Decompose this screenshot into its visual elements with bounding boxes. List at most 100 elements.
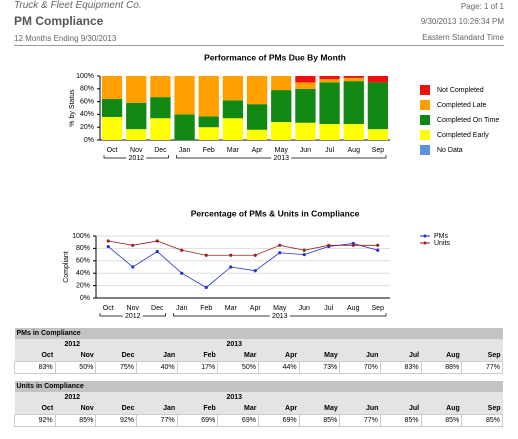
series-line bbox=[108, 240, 378, 256]
bar-segment bbox=[246, 129, 268, 140]
x-tick-label: Sep bbox=[372, 147, 385, 154]
legend-label: PMs bbox=[434, 233, 449, 240]
bar-segment bbox=[295, 88, 316, 123]
y-tick-label: 60% bbox=[76, 258, 90, 265]
point bbox=[253, 253, 257, 257]
table-cell: 85% bbox=[461, 414, 503, 427]
report-title: PM Compliance bbox=[14, 14, 104, 28]
bar-segment bbox=[246, 76, 268, 105]
legend-label: Completed Early bbox=[437, 132, 489, 139]
timezone: Eastern Standard Time bbox=[422, 33, 504, 42]
point bbox=[302, 253, 306, 257]
table-cell: 83% bbox=[14, 361, 56, 374]
table-cell: Jul bbox=[380, 350, 422, 362]
point bbox=[204, 253, 208, 257]
table-row: 2012 2013 bbox=[14, 339, 503, 350]
bar-segment bbox=[198, 116, 219, 128]
x-tick-label: Oct bbox=[103, 305, 114, 312]
table-cell: Apr bbox=[258, 350, 300, 362]
legend-label: Not Completed bbox=[437, 87, 484, 94]
table-cell: 2012 bbox=[14, 392, 137, 403]
bar-segment bbox=[367, 82, 389, 130]
year-label: 2012 bbox=[125, 313, 141, 320]
table-cell: 85% bbox=[420, 414, 463, 427]
x-tick-label: Jan bbox=[179, 147, 190, 154]
page-number: Page: 1 of 1 bbox=[460, 2, 504, 11]
x-tick-label: Feb bbox=[200, 305, 212, 312]
table-cell: 75% bbox=[95, 361, 137, 374]
bar-segment bbox=[319, 76, 340, 80]
table-cell: May bbox=[299, 403, 340, 415]
y-tick-label: 20% bbox=[80, 124, 94, 131]
bar-segment bbox=[174, 114, 195, 140]
table-cell: Jan bbox=[136, 403, 178, 415]
y-tick-label: 100% bbox=[76, 73, 94, 80]
year-label-bg bbox=[126, 155, 147, 161]
table-cell: 44% bbox=[257, 361, 300, 374]
point bbox=[106, 239, 110, 243]
table-cell: Jul bbox=[380, 403, 422, 415]
table-cell: PMs in Compliance bbox=[14, 328, 503, 339]
x-tick-label: Apr bbox=[250, 305, 262, 312]
table-row: 2012 2013 bbox=[14, 392, 503, 403]
x-tick-label: Jan bbox=[176, 305, 187, 312]
table-cell: Dec bbox=[95, 350, 137, 362]
y-tick-label: 20% bbox=[76, 282, 90, 289]
x-tick-label: Jul bbox=[324, 305, 333, 312]
year-label: 2013 bbox=[272, 313, 288, 320]
table-cell: 85% bbox=[379, 414, 422, 427]
legend-marker bbox=[423, 234, 427, 238]
timestamp: 9/30/2013 10:26:34 PM bbox=[420, 17, 504, 26]
x-tick-label: Oct bbox=[107, 147, 118, 154]
point bbox=[204, 285, 208, 290]
bar-segment bbox=[101, 116, 123, 140]
y-tick-label: 40% bbox=[80, 111, 94, 118]
table-cell: Oct bbox=[14, 403, 56, 415]
x-tick-label: Aug bbox=[347, 305, 360, 312]
y-tick-label: 60% bbox=[80, 98, 94, 105]
year-label: 2012 bbox=[128, 155, 144, 162]
point bbox=[131, 265, 135, 269]
bar-segment bbox=[367, 76, 389, 83]
bar-segment bbox=[150, 118, 171, 140]
y-tick-label: 100% bbox=[72, 233, 90, 240]
bar-segment bbox=[246, 104, 268, 130]
x-tick-label: Dec bbox=[154, 147, 167, 154]
chart-title: Performance of PMs Due By Month bbox=[204, 52, 346, 62]
y-tick-label: 80% bbox=[80, 86, 94, 93]
x-tick-label: Feb bbox=[203, 147, 215, 154]
y-tick-label: 40% bbox=[76, 270, 90, 277]
point bbox=[376, 248, 380, 252]
bar-segment bbox=[343, 76, 364, 78]
point bbox=[131, 243, 135, 247]
legend-swatch bbox=[420, 145, 430, 155]
y-tick-label: 80% bbox=[76, 245, 90, 252]
table-cell: 2012 bbox=[14, 339, 137, 350]
table-cell: 77% bbox=[339, 414, 381, 427]
table-cell: 77% bbox=[135, 414, 178, 427]
subtitle: 12 Months Ending 9/30/2013 bbox=[14, 34, 117, 43]
table-cell: Jun bbox=[339, 403, 381, 415]
x-tick-label: Nov bbox=[127, 305, 140, 312]
bar-segment bbox=[367, 129, 389, 140]
table-cell: 2013 bbox=[136, 339, 503, 350]
table-cell: 85% bbox=[54, 414, 97, 427]
legend-label: Completed On Time bbox=[437, 117, 499, 124]
legend-marker bbox=[423, 241, 427, 245]
table-cell: 92% bbox=[95, 414, 137, 427]
bar-segment bbox=[222, 118, 244, 140]
table-cell: Nov bbox=[55, 403, 96, 415]
table-cell: 50% bbox=[217, 361, 259, 374]
year-label-bg bbox=[271, 155, 292, 161]
table-row: Units in Compliance bbox=[14, 381, 503, 392]
table-cell: Oct bbox=[14, 350, 56, 362]
table-cell: 69% bbox=[257, 414, 300, 427]
table-cell: 73% bbox=[298, 361, 341, 374]
point bbox=[376, 243, 380, 247]
bar-segment bbox=[222, 76, 244, 101]
bar-segment bbox=[150, 97, 171, 119]
x-tick-label: Jun bbox=[300, 147, 311, 154]
x-tick-label: Mar bbox=[227, 147, 240, 154]
chart-title: Percentage of PMs & Units in Compliance bbox=[191, 208, 360, 218]
point bbox=[155, 239, 159, 243]
